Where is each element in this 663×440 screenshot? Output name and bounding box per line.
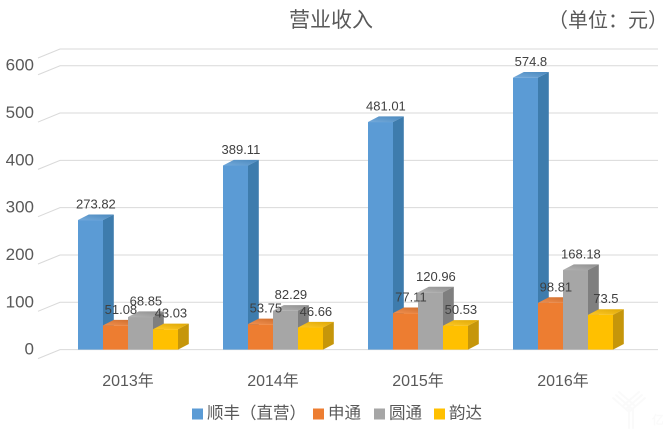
svg-text:120.96: 120.96 — [416, 269, 456, 284]
svg-text:43.03: 43.03 — [155, 306, 188, 321]
svg-text:168.18: 168.18 — [561, 246, 601, 261]
svg-text:574.8: 574.8 — [515, 54, 548, 69]
svg-text:500: 500 — [6, 103, 34, 122]
svg-text:73.5: 73.5 — [593, 291, 618, 306]
svg-text:481.01: 481.01 — [366, 98, 406, 113]
svg-text:98.81: 98.81 — [540, 279, 573, 294]
svg-text:顺丰（直营）: 顺丰（直营） — [207, 404, 306, 423]
svg-text:600: 600 — [6, 56, 34, 75]
svg-text:82.29: 82.29 — [275, 287, 308, 302]
svg-text:2013年: 2013年 — [102, 372, 154, 390]
svg-text:2014年: 2014年 — [247, 372, 299, 390]
svg-text:韵达: 韵达 — [449, 404, 482, 423]
svg-text:申通: 申通 — [328, 404, 361, 423]
svg-text:50.53: 50.53 — [445, 302, 478, 317]
svg-text:营业收入: 营业收入 — [289, 9, 373, 32]
svg-text:0: 0 — [25, 340, 34, 359]
svg-text:273.82: 273.82 — [76, 196, 116, 211]
svg-text:200: 200 — [6, 245, 34, 264]
svg-text:圆通: 圆通 — [389, 404, 422, 423]
svg-text:300: 300 — [6, 198, 34, 217]
svg-text:亿欧: 亿欧 — [652, 412, 663, 427]
svg-text:（单位：元）: （单位：元） — [548, 9, 663, 32]
svg-text:77.11: 77.11 — [395, 290, 427, 305]
svg-text:2016年: 2016年 — [537, 372, 589, 390]
svg-text:2015年: 2015年 — [392, 372, 444, 390]
svg-text:400: 400 — [6, 150, 34, 169]
svg-text:53.75: 53.75 — [250, 301, 283, 316]
svg-text:389.11: 389.11 — [222, 142, 261, 157]
svg-text:100: 100 — [6, 292, 34, 311]
svg-text:46.66: 46.66 — [300, 304, 333, 319]
